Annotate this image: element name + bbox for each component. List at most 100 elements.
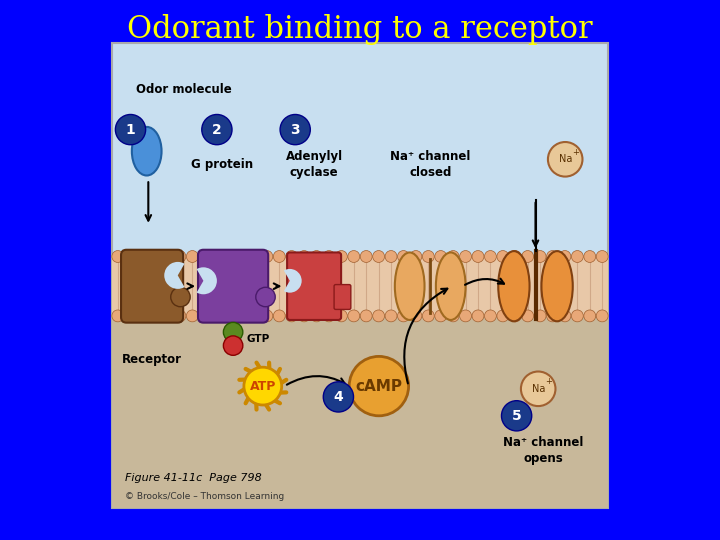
Circle shape bbox=[280, 114, 310, 145]
Circle shape bbox=[149, 251, 161, 262]
Circle shape bbox=[161, 310, 174, 322]
Circle shape bbox=[125, 310, 136, 322]
Circle shape bbox=[274, 251, 285, 262]
Circle shape bbox=[546, 251, 559, 262]
Ellipse shape bbox=[541, 251, 573, 321]
Circle shape bbox=[224, 251, 235, 262]
Circle shape bbox=[360, 310, 372, 322]
Text: Na: Na bbox=[531, 384, 545, 394]
Text: Odorant binding to a receptor: Odorant binding to a receptor bbox=[127, 14, 593, 45]
Circle shape bbox=[310, 310, 323, 322]
Circle shape bbox=[137, 310, 148, 322]
Circle shape bbox=[223, 336, 243, 355]
Circle shape bbox=[497, 251, 509, 262]
Circle shape bbox=[410, 310, 422, 322]
Circle shape bbox=[472, 251, 484, 262]
Circle shape bbox=[559, 251, 571, 262]
FancyBboxPatch shape bbox=[287, 252, 341, 320]
Circle shape bbox=[211, 310, 223, 322]
Circle shape bbox=[360, 251, 372, 262]
Text: 2: 2 bbox=[212, 123, 222, 137]
Circle shape bbox=[236, 310, 248, 322]
Circle shape bbox=[485, 310, 496, 322]
Circle shape bbox=[397, 251, 410, 262]
Circle shape bbox=[584, 251, 595, 262]
Circle shape bbox=[323, 310, 335, 322]
Text: ATP: ATP bbox=[250, 380, 276, 393]
Wedge shape bbox=[197, 267, 217, 294]
Circle shape bbox=[112, 251, 124, 262]
Circle shape bbox=[323, 382, 354, 412]
Circle shape bbox=[596, 251, 608, 262]
Circle shape bbox=[459, 251, 472, 262]
Circle shape bbox=[298, 251, 310, 262]
Circle shape bbox=[548, 142, 582, 177]
Bar bbox=[112, 256, 608, 316]
Circle shape bbox=[248, 310, 261, 322]
Circle shape bbox=[174, 310, 186, 322]
Circle shape bbox=[559, 310, 571, 322]
Circle shape bbox=[509, 310, 521, 322]
Text: Adenylyl
cyclase: Adenylyl cyclase bbox=[286, 150, 343, 179]
Circle shape bbox=[584, 310, 595, 322]
Circle shape bbox=[336, 310, 347, 322]
Circle shape bbox=[410, 251, 422, 262]
Circle shape bbox=[202, 114, 232, 145]
Text: cAMP: cAMP bbox=[356, 379, 402, 394]
Text: Na⁺ channel
opens: Na⁺ channel opens bbox=[503, 436, 584, 465]
Circle shape bbox=[435, 251, 446, 262]
Circle shape bbox=[447, 310, 459, 322]
Text: © Brooks/Cole – Thomson Learning: © Brooks/Cole – Thomson Learning bbox=[125, 492, 284, 501]
Ellipse shape bbox=[498, 251, 529, 321]
Text: 4: 4 bbox=[333, 390, 343, 404]
Text: 3: 3 bbox=[290, 123, 300, 137]
Circle shape bbox=[373, 251, 384, 262]
Circle shape bbox=[286, 251, 297, 262]
Circle shape bbox=[174, 251, 186, 262]
Text: Receptor: Receptor bbox=[122, 353, 182, 366]
Circle shape bbox=[125, 251, 136, 262]
Circle shape bbox=[349, 356, 409, 416]
Circle shape bbox=[509, 251, 521, 262]
Circle shape bbox=[385, 310, 397, 322]
Circle shape bbox=[171, 287, 190, 307]
Circle shape bbox=[423, 310, 434, 322]
Wedge shape bbox=[284, 269, 302, 293]
Circle shape bbox=[261, 310, 273, 322]
Circle shape bbox=[397, 310, 410, 322]
Circle shape bbox=[223, 322, 243, 342]
Circle shape bbox=[310, 251, 323, 262]
Circle shape bbox=[521, 372, 556, 406]
FancyBboxPatch shape bbox=[198, 249, 269, 322]
Circle shape bbox=[261, 251, 273, 262]
Circle shape bbox=[546, 310, 559, 322]
Circle shape bbox=[244, 367, 282, 405]
Circle shape bbox=[115, 114, 145, 145]
Circle shape bbox=[596, 310, 608, 322]
Circle shape bbox=[298, 310, 310, 322]
Circle shape bbox=[497, 310, 509, 322]
Circle shape bbox=[199, 251, 211, 262]
Circle shape bbox=[572, 251, 583, 262]
Circle shape bbox=[186, 310, 198, 322]
Circle shape bbox=[286, 310, 297, 322]
Circle shape bbox=[274, 310, 285, 322]
Circle shape bbox=[534, 310, 546, 322]
Circle shape bbox=[534, 251, 546, 262]
Circle shape bbox=[348, 251, 360, 262]
Circle shape bbox=[137, 251, 148, 262]
Text: Na: Na bbox=[559, 154, 572, 164]
FancyBboxPatch shape bbox=[334, 285, 351, 309]
Circle shape bbox=[572, 310, 583, 322]
FancyBboxPatch shape bbox=[112, 43, 608, 508]
Circle shape bbox=[423, 251, 434, 262]
Circle shape bbox=[447, 251, 459, 262]
Circle shape bbox=[211, 251, 223, 262]
Text: 1: 1 bbox=[125, 123, 135, 137]
Text: +: + bbox=[545, 377, 552, 386]
Text: Na⁺ channel
closed: Na⁺ channel closed bbox=[390, 150, 470, 179]
Circle shape bbox=[373, 310, 384, 322]
Circle shape bbox=[256, 287, 275, 307]
FancyBboxPatch shape bbox=[121, 249, 183, 322]
Circle shape bbox=[224, 310, 235, 322]
